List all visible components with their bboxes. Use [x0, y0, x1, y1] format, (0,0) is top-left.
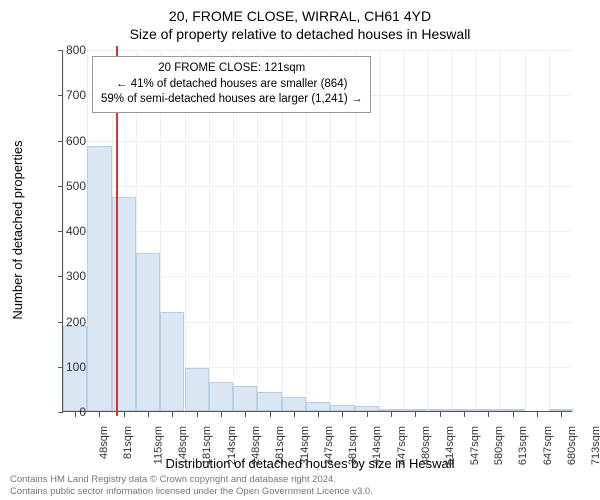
gridline-v: [549, 50, 550, 411]
footer-attribution: Contains HM Land Registry data © Crown c…: [10, 474, 590, 498]
xtick-label: 115sqm: [152, 426, 164, 464]
chart-subtitle: Size of property relative to detached ho…: [10, 26, 590, 42]
histogram-bar: [160, 312, 184, 411]
histogram-bar: [355, 406, 379, 411]
xtick-label: 447sqm: [396, 426, 408, 465]
xtick-label: 381sqm: [347, 426, 359, 465]
xtick-label: 647sqm: [542, 426, 554, 465]
histogram-bar: [500, 409, 524, 411]
xtick-mark: [513, 412, 514, 417]
xtick-mark: [197, 412, 198, 417]
xtick-mark: [391, 412, 392, 417]
xtick-label: 480sqm: [420, 426, 432, 465]
ytick-label: 100: [66, 360, 86, 374]
ytick-label: 200: [66, 315, 86, 329]
annotation-box: 20 FROME CLOSE: 121sqm ← 41% of detached…: [92, 56, 371, 113]
gridline-h: [63, 141, 572, 142]
xtick-label: 414sqm: [372, 426, 384, 465]
xtick-label: 81sqm: [122, 426, 134, 459]
xtick-label: 214sqm: [226, 426, 238, 465]
histogram-bar: [185, 368, 209, 411]
gridline-h: [63, 50, 572, 51]
chart-title-address: 20, FROME CLOSE, WIRRAL, CH61 4YD: [10, 8, 590, 24]
xtick-mark: [172, 412, 173, 417]
xtick-mark: [294, 412, 295, 417]
ytick-label: 500: [66, 179, 86, 193]
xtick-label: 248sqm: [250, 426, 262, 465]
xtick-label: 48sqm: [98, 426, 110, 459]
ytick-mark: [58, 412, 63, 413]
xtick-mark: [124, 412, 125, 417]
annotation-line2: ← 41% of detached houses are smaller (86…: [101, 77, 362, 93]
xtick-label: 148sqm: [177, 426, 189, 465]
gridline-v: [500, 50, 501, 411]
xtick-mark: [245, 412, 246, 417]
histogram-bar: [257, 392, 281, 411]
y-axis-label: Number of detached properties: [10, 140, 25, 319]
histogram-bar: [379, 409, 403, 411]
histogram-bar: [233, 386, 257, 411]
histogram-bar: [428, 409, 452, 411]
xtick-mark: [342, 412, 343, 417]
annotation-line1: 20 FROME CLOSE: 121sqm: [101, 61, 362, 77]
xtick-mark: [99, 412, 100, 417]
gridline-v: [403, 50, 404, 411]
xtick-label: 314sqm: [299, 426, 311, 465]
gridline-h: [63, 186, 572, 187]
histogram-bar: [87, 146, 111, 411]
footer-line1: Contains HM Land Registry data © Crown c…: [10, 474, 590, 486]
histogram-bar: [136, 253, 160, 411]
xtick-mark: [270, 412, 271, 417]
xtick-mark: [367, 412, 368, 417]
xtick-mark: [537, 412, 538, 417]
histogram-bar: [282, 397, 306, 411]
histogram-bar: [403, 409, 427, 411]
chart-container: 20, FROME CLOSE, WIRRAL, CH61 4YD Size o…: [0, 0, 600, 500]
xtick-mark: [148, 412, 149, 417]
histogram-bar: [452, 409, 476, 411]
xtick-label: 281sqm: [274, 426, 286, 465]
xtick-mark: [561, 412, 562, 417]
gridline-v: [379, 50, 380, 411]
ytick-label: 700: [66, 88, 86, 102]
annotation-line3: 59% of semi-detached houses are larger (…: [101, 92, 362, 108]
ytick-label: 600: [66, 134, 86, 148]
xtick-label: 347sqm: [323, 426, 335, 465]
xtick-label: 181sqm: [201, 426, 213, 465]
xtick-mark: [221, 412, 222, 417]
histogram-bar: [306, 402, 330, 411]
ytick-label: 300: [66, 269, 86, 283]
xtick-label: 713sqm: [590, 426, 600, 465]
xtick-mark: [318, 412, 319, 417]
xtick-mark: [488, 412, 489, 417]
chart-area: 20 FROME CLOSE: 121sqm ← 41% of detached…: [62, 50, 572, 412]
xtick-mark: [440, 412, 441, 417]
xtick-label: 613sqm: [517, 426, 529, 465]
histogram-bar: [330, 405, 354, 411]
gridline-v: [452, 50, 453, 411]
gridline-v: [428, 50, 429, 411]
footer-line2: Contains public sector information licen…: [10, 486, 590, 498]
ytick-label: 0: [79, 405, 86, 419]
xtick-mark: [464, 412, 465, 417]
xtick-mark: [415, 412, 416, 417]
histogram-bar: [549, 409, 573, 411]
gridline-v: [525, 50, 526, 411]
xtick-mark: [75, 412, 76, 417]
gridline-v: [476, 50, 477, 411]
xtick-label: 547sqm: [469, 426, 481, 465]
xtick-label: 514sqm: [444, 426, 456, 465]
ytick-label: 800: [66, 43, 86, 57]
gridline-h: [63, 231, 572, 232]
xtick-label: 680sqm: [566, 426, 578, 465]
ytick-label: 400: [66, 224, 86, 238]
xtick-label: 580sqm: [493, 426, 505, 465]
histogram-bar: [476, 409, 500, 411]
histogram-bar: [209, 382, 233, 411]
